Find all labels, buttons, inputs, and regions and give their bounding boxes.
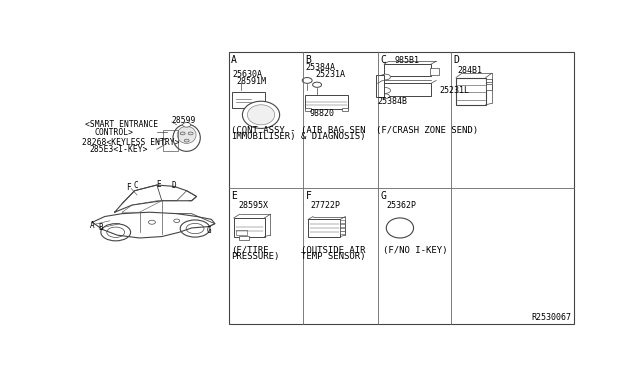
Bar <box>308 219 340 237</box>
Bar <box>239 236 249 240</box>
Text: (CONT ASSY -: (CONT ASSY - <box>231 126 296 135</box>
Circle shape <box>381 94 390 99</box>
Ellipse shape <box>243 101 280 128</box>
Circle shape <box>312 82 321 87</box>
Text: 25362P: 25362P <box>387 201 417 209</box>
Text: 284B1: 284B1 <box>457 66 482 75</box>
Bar <box>340 231 346 234</box>
Text: C: C <box>134 181 138 190</box>
Circle shape <box>180 132 185 135</box>
Circle shape <box>186 223 204 234</box>
Circle shape <box>184 139 189 142</box>
Text: R2530067: R2530067 <box>531 314 571 323</box>
Text: 25231A: 25231A <box>316 70 346 79</box>
Text: E: E <box>231 191 237 201</box>
Text: D: D <box>172 181 177 190</box>
Text: PRESSURE): PRESSURE) <box>231 252 280 261</box>
Ellipse shape <box>248 105 275 125</box>
Circle shape <box>381 74 390 80</box>
Text: A: A <box>231 55 237 65</box>
Text: A: A <box>90 221 95 230</box>
Circle shape <box>182 122 191 127</box>
Bar <box>305 108 310 110</box>
Circle shape <box>173 219 180 222</box>
Bar <box>340 224 346 227</box>
Circle shape <box>381 87 390 93</box>
Text: (F/TIRE: (F/TIRE <box>231 246 269 255</box>
Bar <box>486 79 492 82</box>
Bar <box>234 218 264 237</box>
Text: 28591M: 28591M <box>236 77 266 86</box>
Text: 28595X: 28595X <box>239 201 269 209</box>
Text: E: E <box>156 180 161 189</box>
Text: (F/NO I-KEY): (F/NO I-KEY) <box>383 246 447 255</box>
Circle shape <box>188 132 193 135</box>
Text: 28599: 28599 <box>172 116 196 125</box>
Text: 28268<KEYLESS ENTRY>: 28268<KEYLESS ENTRY> <box>83 138 180 147</box>
Text: 25630A: 25630A <box>232 70 262 79</box>
Bar <box>342 108 348 110</box>
Text: TEMP SENSOR): TEMP SENSOR) <box>301 252 365 261</box>
Text: 25384A: 25384A <box>306 63 336 72</box>
Bar <box>163 130 178 151</box>
Bar <box>236 230 247 235</box>
Bar <box>229 52 573 324</box>
Bar <box>305 95 348 109</box>
Circle shape <box>101 224 131 241</box>
Text: 25384B: 25384B <box>378 97 408 106</box>
Bar <box>376 75 383 97</box>
Text: 985B1: 985B1 <box>395 56 420 65</box>
Ellipse shape <box>387 218 413 238</box>
Text: <SMART ENTRANCE: <SMART ENTRANCE <box>85 121 158 129</box>
Text: (F/CRASH ZONE SEND): (F/CRASH ZONE SEND) <box>376 126 478 135</box>
Text: F: F <box>126 183 131 192</box>
Text: G: G <box>380 191 386 201</box>
Text: F: F <box>306 191 312 201</box>
Circle shape <box>107 227 125 237</box>
Circle shape <box>148 220 156 224</box>
Bar <box>456 78 486 105</box>
Text: G: G <box>207 226 211 235</box>
Text: B: B <box>99 224 103 232</box>
Bar <box>486 84 492 90</box>
Bar <box>384 64 431 76</box>
Text: CONTROL>: CONTROL> <box>95 128 134 137</box>
Circle shape <box>302 78 312 83</box>
Text: C: C <box>380 55 386 65</box>
Ellipse shape <box>173 124 200 151</box>
Text: B: B <box>306 55 312 65</box>
Text: (OUTSIDE AIR: (OUTSIDE AIR <box>301 246 365 255</box>
Circle shape <box>180 220 210 237</box>
Bar <box>340 220 346 223</box>
Ellipse shape <box>177 126 196 144</box>
Text: D: D <box>454 55 460 65</box>
Text: IMMOBILISER): IMMOBILISER) <box>231 132 296 141</box>
Bar <box>378 83 431 96</box>
Bar <box>232 92 264 108</box>
Text: 98820: 98820 <box>309 109 334 118</box>
Text: 25231L: 25231L <box>440 86 470 95</box>
Text: & DIAGNOSIS): & DIAGNOSIS) <box>301 132 365 141</box>
Text: 285E3<I-KEY>: 285E3<I-KEY> <box>90 145 148 154</box>
Bar <box>340 228 346 231</box>
Bar <box>429 68 438 75</box>
Text: 27722P: 27722P <box>310 201 340 209</box>
Text: (AIR BAG SEN: (AIR BAG SEN <box>301 126 365 135</box>
